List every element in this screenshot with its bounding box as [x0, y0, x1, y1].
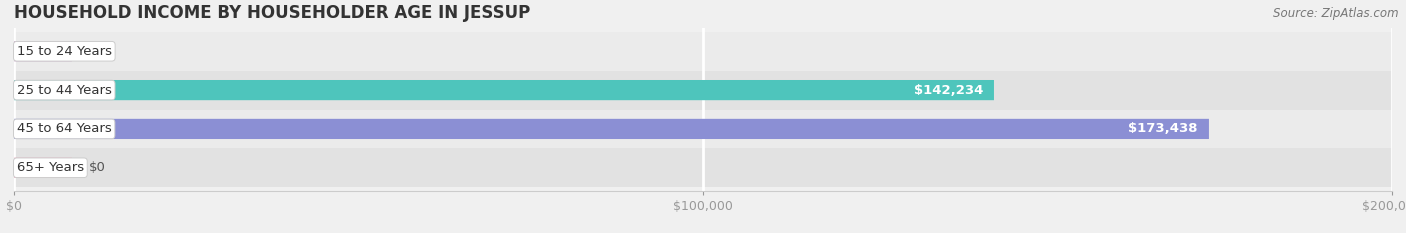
Text: $0: $0 — [89, 45, 105, 58]
FancyBboxPatch shape — [14, 119, 1209, 139]
Bar — [14, 110, 1392, 148]
Text: 15 to 24 Years: 15 to 24 Years — [17, 45, 112, 58]
Text: $0: $0 — [89, 161, 105, 174]
Text: 65+ Years: 65+ Years — [17, 161, 84, 174]
FancyBboxPatch shape — [14, 80, 994, 100]
Text: 25 to 44 Years: 25 to 44 Years — [17, 84, 111, 97]
Text: 45 to 64 Years: 45 to 64 Years — [17, 122, 111, 135]
Text: $173,438: $173,438 — [1129, 122, 1198, 135]
Text: Source: ZipAtlas.com: Source: ZipAtlas.com — [1274, 7, 1399, 20]
Bar — [14, 71, 1392, 110]
FancyBboxPatch shape — [14, 41, 72, 61]
FancyBboxPatch shape — [14, 158, 72, 178]
Text: HOUSEHOLD INCOME BY HOUSEHOLDER AGE IN JESSUP: HOUSEHOLD INCOME BY HOUSEHOLDER AGE IN J… — [14, 4, 530, 22]
Text: $142,234: $142,234 — [914, 84, 983, 97]
Bar — [14, 148, 1392, 187]
Bar — [14, 32, 1392, 71]
